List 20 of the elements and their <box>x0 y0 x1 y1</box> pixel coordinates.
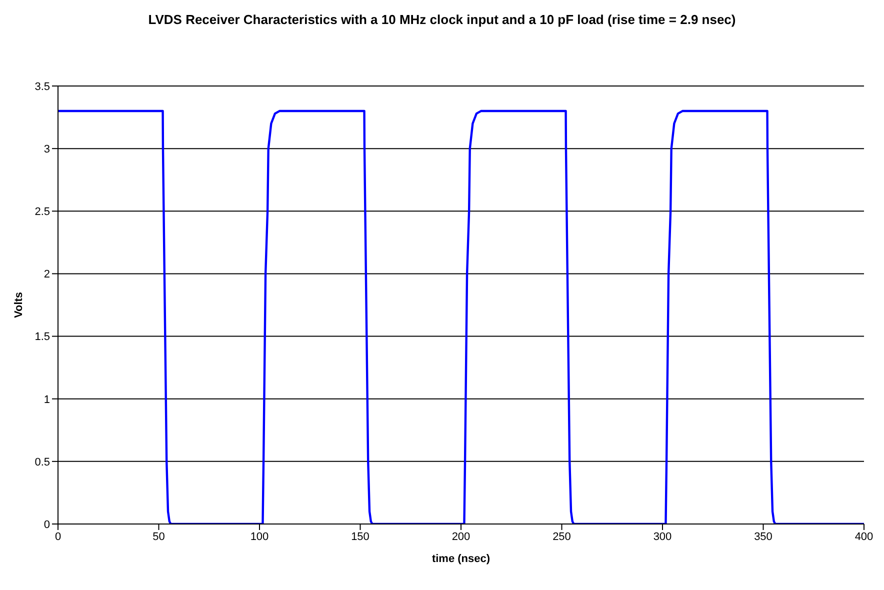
y-tick-label: 3.5 <box>34 80 50 93</box>
y-tick-label: 1.5 <box>34 331 50 344</box>
y-tick-label: 2 <box>44 268 50 281</box>
x-tick-label: 400 <box>854 530 874 543</box>
x-tick-label: 300 <box>653 530 672 543</box>
x-tick-label: 200 <box>452 530 470 543</box>
x-tick-label: 0 <box>54 530 62 543</box>
y-tick-label: 0 <box>44 518 50 531</box>
y-tick-label: 0.5 <box>34 456 50 468</box>
x-tick-label: 100 <box>250 530 269 543</box>
y-tick-label: 3 <box>44 143 50 156</box>
y-tick-label: 1 <box>44 394 50 406</box>
chart-title: LVDS Receiver Characteristics with a 10 MHz clock input and a 10 pF load (rise time = 2.9 nsec) <box>147 11 737 29</box>
x-tick-label: 350 <box>754 530 772 543</box>
x-tick-label: 150 <box>351 530 370 543</box>
y-axis-title: Volts <box>12 292 25 318</box>
x-tick-label: 250 <box>552 530 571 543</box>
x-axis-title: time (nsec) <box>432 553 490 565</box>
x-tick-label: 50 <box>152 530 165 543</box>
y-tick-label: 2.5 <box>34 206 50 218</box>
